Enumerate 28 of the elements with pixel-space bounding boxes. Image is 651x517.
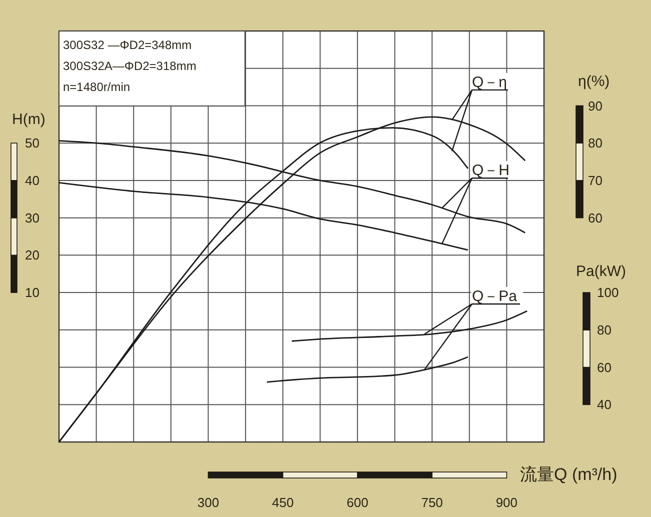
annotation: Q－Pa xyxy=(472,288,518,306)
y-axis-title: H(m) xyxy=(12,111,46,128)
x-axis-title: 流量Q (m³/h) xyxy=(520,465,618,484)
y2-tick-label: 70 xyxy=(588,173,602,188)
y-tick-label: 10 xyxy=(25,285,40,300)
annotation: n=1480r/min xyxy=(63,80,130,94)
annotation: 300S32A—ΦD2=318mm xyxy=(63,59,196,73)
y-tick-label: 40 xyxy=(25,173,40,188)
y-tick-label: 20 xyxy=(25,248,40,263)
x-tick-label: 300 xyxy=(197,495,220,510)
y3-tick-label: 80 xyxy=(597,322,612,338)
x-tick-label: 750 xyxy=(421,495,443,510)
y2-tick-label: 80 xyxy=(588,136,602,151)
y3-tick-label: 40 xyxy=(597,397,612,412)
y3-tick-label: 60 xyxy=(597,360,612,375)
x-tick-label: 600 xyxy=(346,495,368,510)
y2-axis-title: η(%) xyxy=(578,73,610,90)
y3-tick-label: 100 xyxy=(597,285,619,300)
x-tick-label: 450 xyxy=(272,495,294,510)
y-tick-label: 30 xyxy=(25,210,40,226)
x-tick-label: 900 xyxy=(496,495,518,510)
annotation: 300S32 —ΦD2=348mm xyxy=(63,38,192,52)
y3-axis-title: Pa(kW) xyxy=(576,263,626,280)
annotation: Q－H xyxy=(472,162,510,180)
y2-tick-label: 90 xyxy=(588,98,602,114)
y-tick-label: 50 xyxy=(25,136,40,151)
y2-tick-label: 60 xyxy=(588,210,602,226)
annotation: Q－η xyxy=(472,74,508,91)
